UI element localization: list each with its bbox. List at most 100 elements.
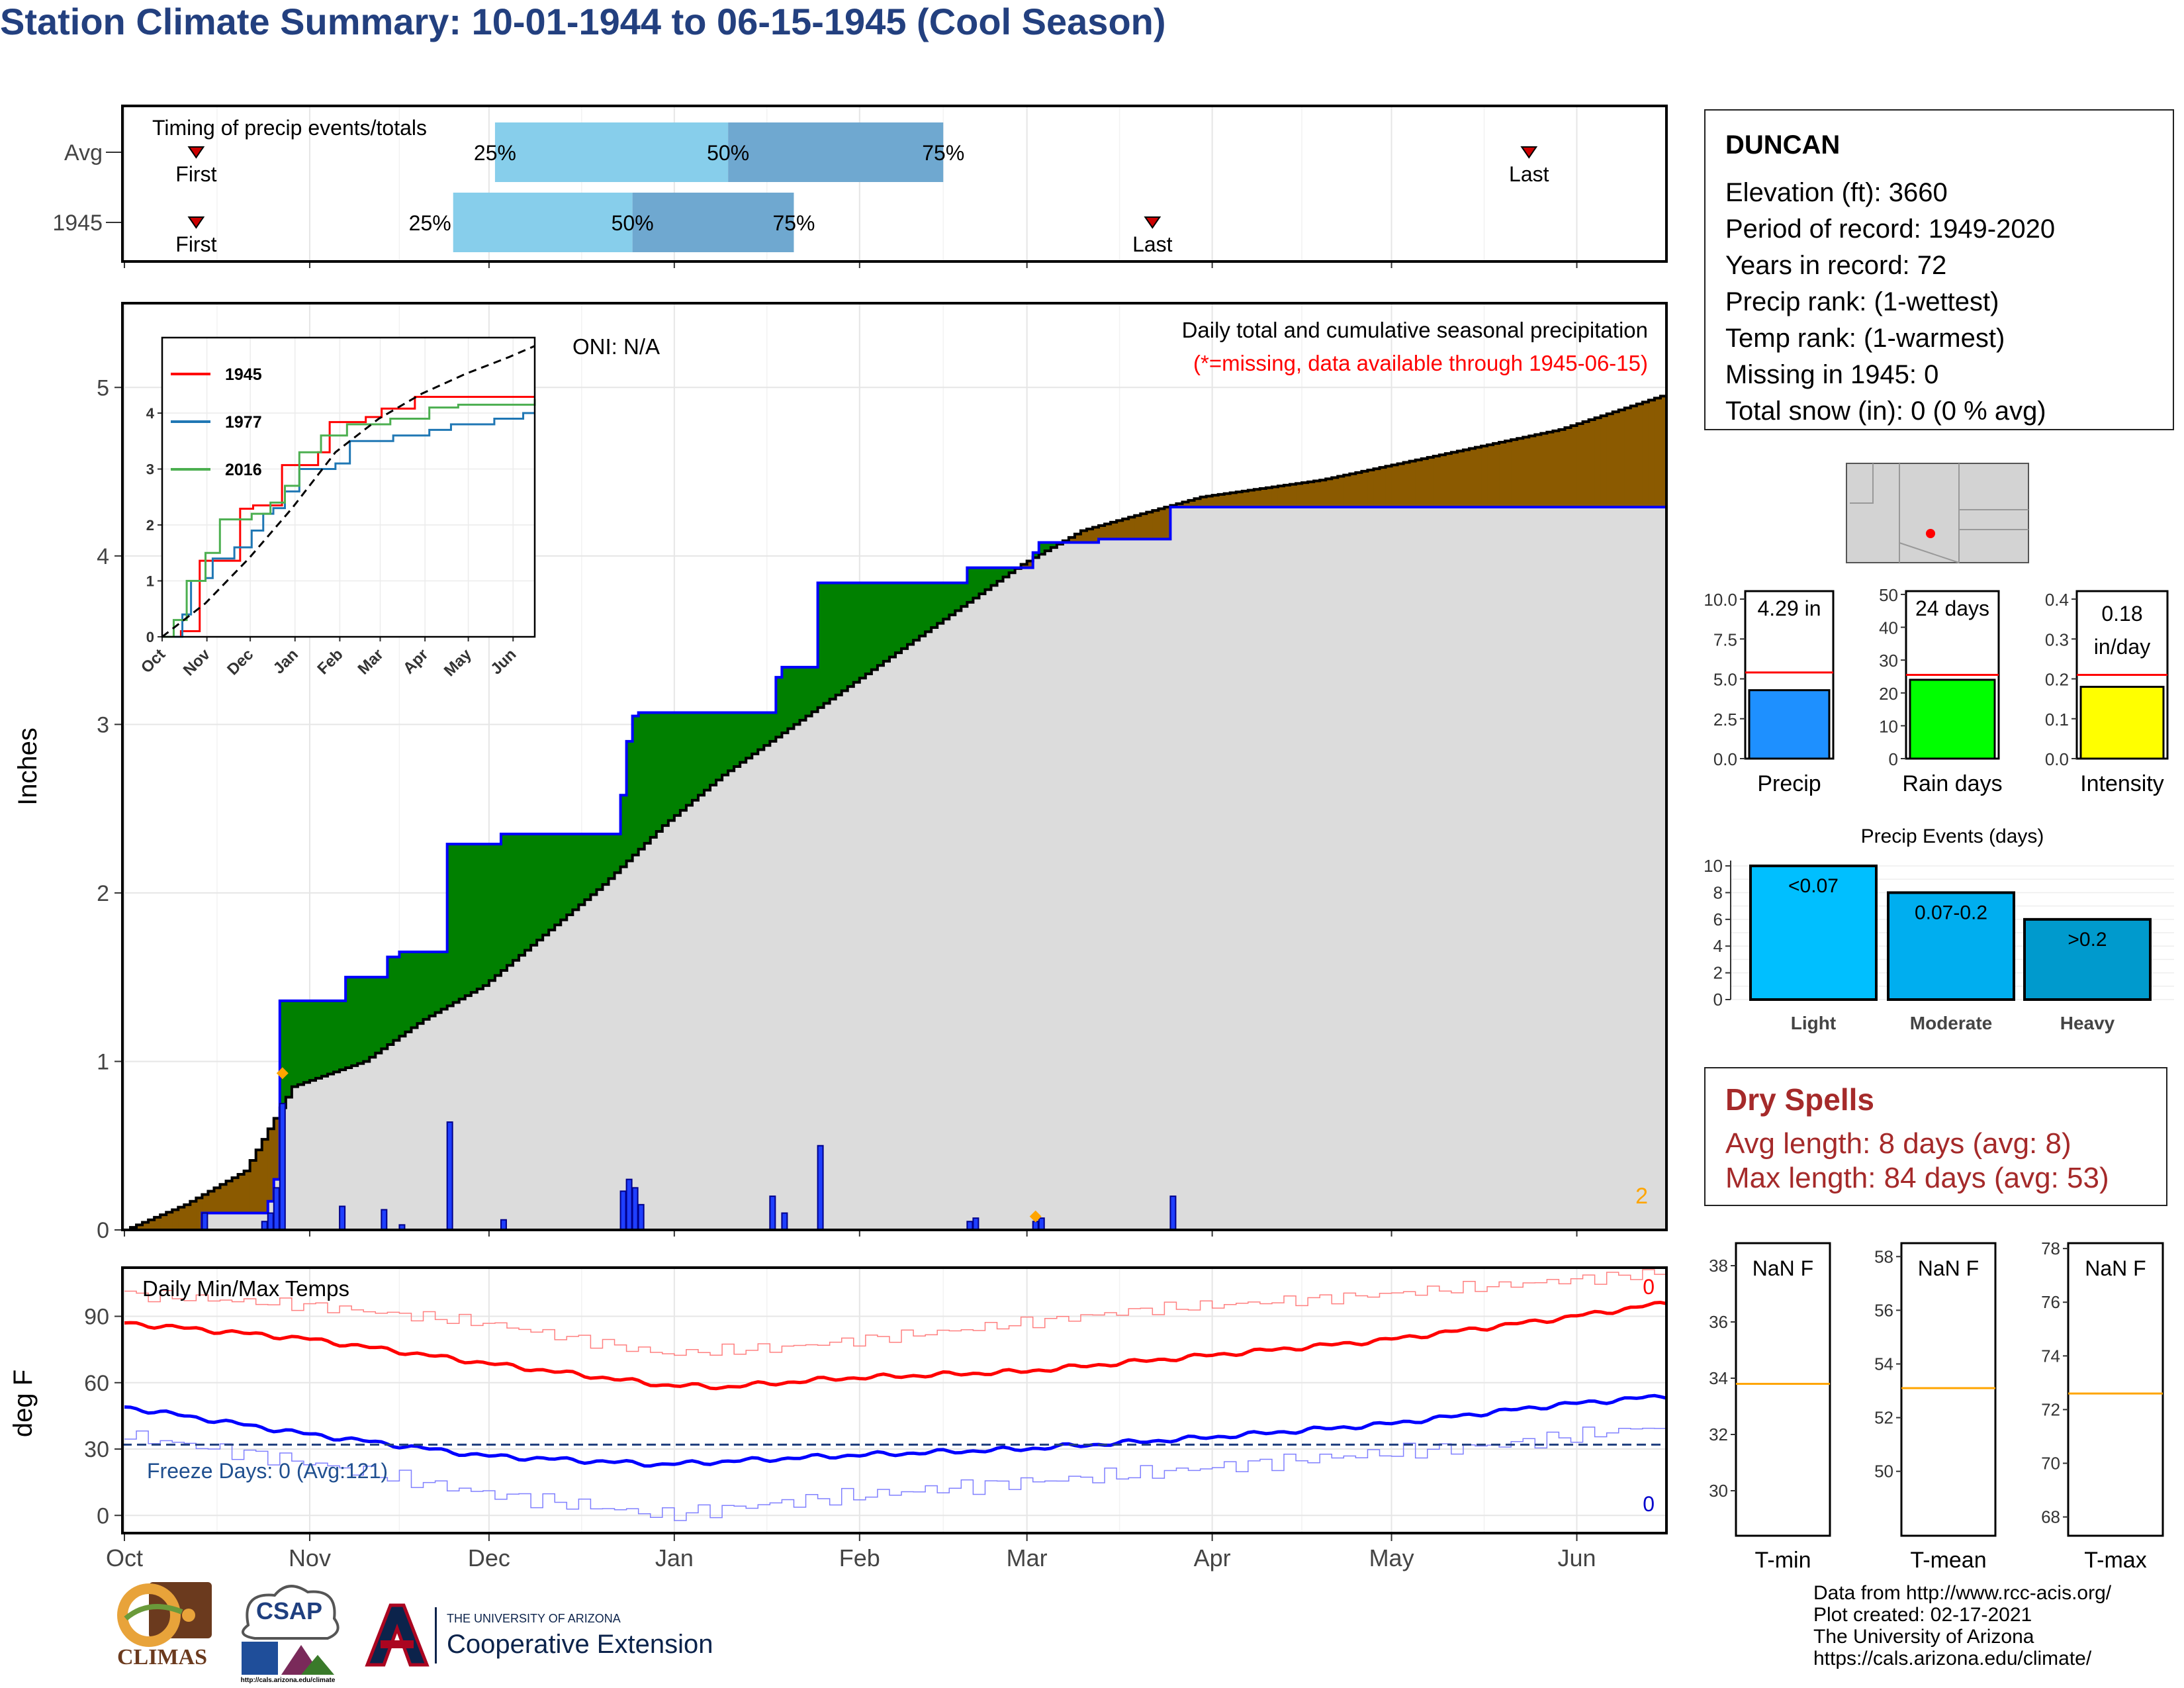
precip-surplus-segment	[961, 583, 968, 607]
precip-deficit-segment	[1624, 408, 1631, 507]
precip-surplus-segment	[895, 583, 902, 653]
x-axis-month-label: Apr	[1194, 1544, 1231, 1571]
temp-record-max-line	[124, 1269, 1667, 1356]
timing-quartile-label: 25%	[474, 141, 516, 165]
precip-surplus-segment	[698, 712, 705, 796]
timing-last-marker	[1144, 216, 1161, 229]
events-y-tick-label: 8	[1713, 882, 1723, 902]
station-temp-rank: Temp rank: (1-warmest)	[1725, 324, 2005, 353]
temp-panel-bg	[122, 1268, 1666, 1533]
precip-deficit-segment	[148, 1219, 155, 1230]
precip-surplus-segment	[877, 583, 884, 666]
precip-missing-count: 2	[1635, 1184, 1648, 1209]
precip-deficit-segment	[250, 1160, 257, 1213]
precip-surplus-segment	[453, 844, 460, 1003]
precip-deficit-segment	[1224, 493, 1231, 507]
precip-surplus-segment	[1032, 552, 1040, 558]
precip-surplus-segment	[345, 977, 352, 1068]
events-bar-label: 0.07-0.2	[1915, 902, 1987, 923]
precip-deficit-segment	[1439, 455, 1446, 507]
precip-deficit-segment	[1391, 465, 1398, 507]
precip-deficit-segment	[1529, 436, 1535, 507]
precip-surplus-segment	[937, 583, 944, 624]
precip-surplus-segment	[883, 583, 890, 661]
precip-daily-bar	[631, 1187, 639, 1231]
temp-summary-y-tick-label: 36	[1709, 1312, 1728, 1332]
precip-deficit-segment	[1570, 425, 1578, 507]
events-y-tick-label: 0	[1713, 990, 1723, 1009]
summary-y-tick-label: 30	[1879, 651, 1898, 671]
dry-spells-title: Dry Spells	[1725, 1082, 1874, 1117]
precip-deficit-segment	[1242, 491, 1249, 507]
precip-surplus-segment	[901, 583, 908, 649]
precip-deficit-segment	[1253, 489, 1261, 507]
timing-quartile-label: 75%	[922, 141, 964, 165]
page-title: Station Climate Summary: 10-01-1944 to 0…	[0, 1, 1166, 42]
station-missing: Missing in 1945: 0	[1725, 360, 1939, 389]
footer-credits: Data from http://www.rcc-acis.org/ Plot …	[1813, 1582, 2111, 1669]
precip-surplus-segment	[620, 795, 627, 867]
precip-daily-bar	[817, 1145, 824, 1231]
timing-bar-q25-q50	[494, 122, 729, 182]
timing-first-label: First	[175, 232, 216, 256]
precip-deficit-segment	[255, 1150, 263, 1213]
precip-deficit-segment	[1314, 481, 1320, 507]
precip-deficit-segment	[1259, 489, 1267, 507]
precip-deficit-segment	[1588, 420, 1596, 507]
precip-deficit-segment	[1284, 485, 1291, 507]
temp-summary-value-label: NaN F	[1918, 1256, 1979, 1280]
precip-deficit-segment	[1349, 473, 1356, 507]
summary-value-label: 0.18	[2101, 602, 2142, 626]
map-state-borders	[1850, 463, 2028, 563]
precip-surplus-segment	[889, 583, 896, 657]
timing-row-label: 1945	[52, 211, 103, 236]
precip-deficit-segment	[1176, 503, 1183, 507]
temp-summary-value-label: NaN F	[1752, 1256, 1813, 1280]
precip-surplus-segment	[1050, 542, 1058, 548]
precip-surplus-segment	[668, 712, 675, 821]
precip-surplus-segment	[722, 712, 729, 775]
timing-last-marker	[1520, 146, 1538, 159]
station-precip-rank: Precip rank: (1-wettest)	[1725, 287, 1999, 316]
precip-deficit-segment	[261, 1139, 269, 1213]
precip-surplus-segment	[716, 712, 723, 780]
precip-surplus-segment	[746, 712, 752, 759]
precip-surplus-segment	[752, 712, 758, 754]
temp-summary-y-tick-label: 76	[2041, 1292, 2060, 1312]
precip-deficit-segment	[1594, 418, 1602, 507]
temp-summary-y-tick-label: 32	[1709, 1425, 1728, 1444]
precip-surplus-segment	[537, 833, 543, 941]
precip-missing-marker	[276, 1067, 289, 1080]
precip-deficit-segment	[1481, 445, 1488, 507]
temp-summary-y-tick-label: 52	[1874, 1408, 1893, 1428]
temp-summary-y-tick-label: 68	[2041, 1507, 2060, 1527]
precip-deficit-segment	[1074, 534, 1081, 543]
precip-deficit-segment	[1326, 479, 1332, 507]
events-bar-label: >0.2	[2068, 929, 2107, 951]
precip-deficit-segment	[1373, 469, 1381, 507]
precip-surplus-segment	[506, 833, 514, 966]
precip-deficit-segment	[196, 1197, 203, 1230]
events-category-label: Heavy	[2060, 1013, 2115, 1033]
temp-summary-y-tick-label: 38	[1709, 1256, 1728, 1276]
events-y-tick-label: 10	[1704, 856, 1723, 876]
precip-deficit-segment	[1547, 432, 1553, 507]
precip-y-tick-label: 2	[97, 881, 109, 906]
precip-surplus-segment	[291, 1000, 298, 1087]
precip-deficit-segment	[244, 1170, 251, 1213]
precip-surplus-segment	[303, 1000, 310, 1083]
precip-surplus-segment	[459, 844, 466, 1000]
precip-deficit-segment	[1271, 487, 1279, 507]
ua-extension-logo: THE UNIVERSITY OF ARIZONA Cooperative Ex…	[361, 1602, 758, 1668]
precip-deficit-segment	[1487, 444, 1494, 507]
precip-missing-marker	[1029, 1210, 1042, 1223]
precip-daily-bar	[769, 1196, 776, 1231]
precip-deficit-segment	[232, 1178, 239, 1213]
precip-deficit-segment	[1636, 404, 1643, 507]
precip-surplus-segment	[871, 583, 878, 670]
precip-deficit-segment	[1511, 440, 1518, 507]
precip-title: Daily total and cumulative seasonal prec…	[1182, 318, 1648, 342]
inset-series-1945	[162, 396, 535, 638]
temp-record-min-line	[124, 1419, 1667, 1521]
precip-deficit-segment	[208, 1191, 214, 1213]
